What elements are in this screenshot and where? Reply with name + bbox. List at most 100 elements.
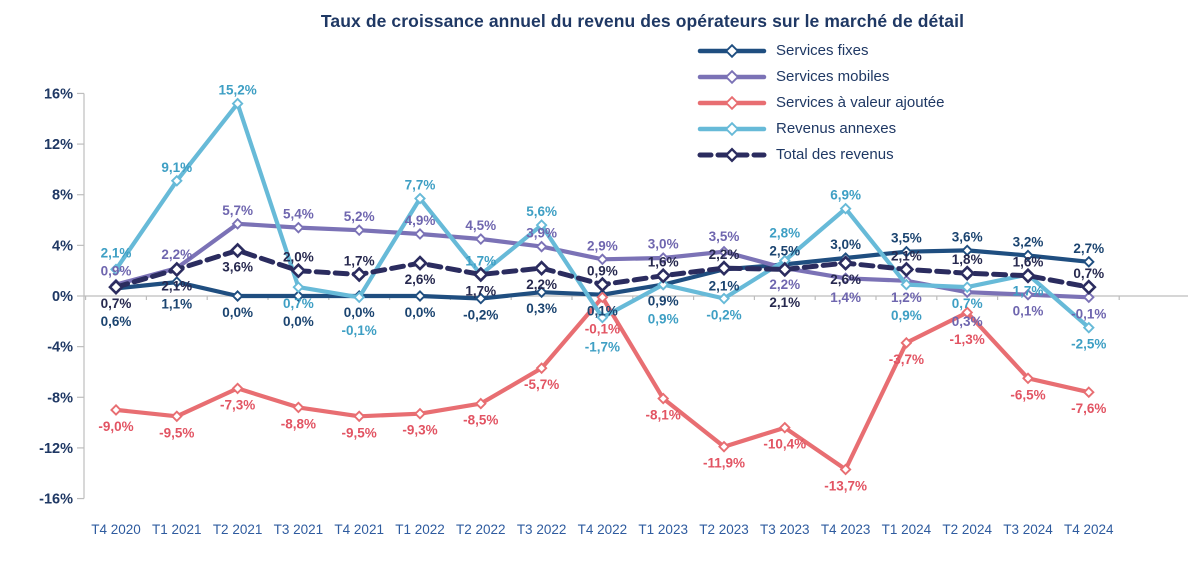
svg-text:2,1%: 2,1% (891, 248, 922, 263)
svg-text:-5,7%: -5,7% (524, 377, 559, 392)
svg-text:-8,1%: -8,1% (646, 408, 681, 423)
svg-text:2,2%: 2,2% (709, 247, 740, 262)
svg-text:15,2%: 15,2% (218, 83, 256, 98)
svg-text:1,6%: 1,6% (1013, 255, 1044, 270)
legend-line-icon (697, 121, 767, 136)
svg-text:1,4%: 1,4% (830, 290, 861, 305)
svg-text:-3,7%: -3,7% (889, 352, 924, 367)
svg-text:0,7%: 0,7% (101, 296, 132, 311)
legend-item-services-fixes: Services fixes (697, 39, 944, 62)
svg-text:12%: 12% (44, 137, 73, 153)
svg-text:2,1%: 2,1% (101, 246, 132, 261)
svg-text:2,1%: 2,1% (161, 278, 192, 293)
svg-text:T4 2020: T4 2020 (91, 522, 141, 537)
svg-text:1,7%: 1,7% (465, 254, 496, 269)
legend-line-icon (697, 43, 767, 58)
svg-text:-0,2%: -0,2% (706, 308, 741, 323)
svg-text:4%: 4% (52, 238, 73, 254)
svg-text:T1 2023: T1 2023 (638, 522, 688, 537)
svg-text:T4 2022: T4 2022 (578, 522, 628, 537)
svg-text:T3 2021: T3 2021 (274, 522, 324, 537)
svg-text:1,8%: 1,8% (952, 252, 983, 267)
data-labels: 0,9% 2,1% 0,7% 0,6% -9,0% 2,2% 9,1% 2,1% 1,1% -9,… (98, 83, 1106, 494)
svg-text:3,6%: 3,6% (952, 229, 983, 244)
svg-text:-0,1%: -0,1% (1071, 306, 1106, 321)
svg-text:0%: 0% (52, 289, 73, 305)
svg-text:T1 2022: T1 2022 (395, 522, 445, 537)
svg-text:T2 2021: T2 2021 (213, 522, 263, 537)
svg-text:2,7%: 2,7% (1073, 241, 1104, 256)
svg-text:-8,5%: -8,5% (463, 413, 498, 428)
svg-text:0,1%: 0,1% (587, 304, 618, 319)
series-total-des-revenus (108, 242, 1097, 295)
svg-text:0,7%: 0,7% (1073, 266, 1104, 281)
svg-text:0,0%: 0,0% (344, 305, 375, 320)
svg-text:3,2%: 3,2% (1013, 235, 1044, 250)
svg-text:0,9%: 0,9% (587, 264, 618, 279)
svg-text:-0,1%: -0,1% (342, 323, 377, 338)
svg-text:2,1%: 2,1% (709, 278, 740, 293)
svg-text:-9,0%: -9,0% (98, 419, 133, 434)
svg-text:-11,9%: -11,9% (703, 456, 745, 471)
svg-text:-9,5%: -9,5% (342, 425, 377, 440)
svg-text:T1 2024: T1 2024 (882, 522, 932, 537)
legend-item-services-mobiles: Services mobiles (697, 65, 944, 88)
y-axis: 16% 12% 8% 4% 0% -4% -8% -12% -16% (39, 86, 85, 508)
series-revenus-annexes (110, 97, 1095, 334)
svg-text:-12%: -12% (39, 441, 73, 457)
svg-text:-10,4%: -10,4% (763, 437, 806, 452)
svg-text:0,0%: 0,0% (222, 305, 253, 320)
svg-text:T2 2023: T2 2023 (699, 522, 749, 537)
svg-text:8%: 8% (52, 188, 73, 204)
svg-text:2,2%: 2,2% (769, 277, 800, 292)
svg-text:3,5%: 3,5% (891, 230, 922, 245)
svg-text:-7,6%: -7,6% (1071, 401, 1106, 416)
svg-text:3,0%: 3,0% (648, 237, 679, 252)
legend-item-services-a-valeur-ajoutee: Services à valeur ajoutée (697, 91, 944, 114)
chart-legend: Services fixes Services mobiles Services à… (697, 39, 944, 166)
svg-text:5,2%: 5,2% (344, 209, 375, 224)
svg-text:T4 2024: T4 2024 (1064, 522, 1114, 537)
svg-text:-16%: -16% (39, 492, 73, 508)
svg-text:3,6%: 3,6% (222, 259, 253, 274)
svg-text:2,0%: 2,0% (283, 250, 314, 265)
svg-text:0,3%: 0,3% (952, 314, 983, 329)
svg-text:0,6%: 0,6% (101, 314, 132, 329)
svg-text:9,1%: 9,1% (161, 160, 192, 175)
svg-text:5,4%: 5,4% (283, 207, 314, 222)
svg-text:T1 2021: T1 2021 (152, 522, 202, 537)
svg-text:-6,5%: -6,5% (1010, 387, 1045, 402)
svg-text:5,6%: 5,6% (526, 204, 557, 219)
svg-text:1,7%: 1,7% (344, 254, 375, 269)
svg-text:0,7%: 0,7% (283, 296, 314, 311)
legend-item-total-des-revenus: Total des revenus (697, 143, 944, 166)
svg-text:6,9%: 6,9% (830, 188, 861, 203)
svg-text:2,9%: 2,9% (587, 238, 618, 253)
svg-text:-0,2%: -0,2% (463, 308, 498, 323)
svg-text:2,1%: 2,1% (769, 295, 800, 310)
svg-text:-1,3%: -1,3% (950, 332, 985, 347)
svg-text:-13,7%: -13,7% (824, 478, 867, 493)
svg-text:1,2%: 1,2% (891, 290, 922, 305)
x-axis: T4 2020 T1 2021 T2 2021 T3 2021 T4 2021 T1 20… (84, 295, 1188, 537)
legend-line-icon (697, 95, 767, 110)
svg-text:-4%: -4% (47, 340, 73, 356)
legend-item-revenus-annexes: Revenus annexes (697, 117, 944, 140)
svg-text:1,1%: 1,1% (161, 296, 192, 311)
svg-text:-2,5%: -2,5% (1071, 337, 1106, 352)
svg-text:T4 2021: T4 2021 (334, 522, 384, 537)
svg-text:16%: 16% (44, 86, 73, 102)
legend-line-icon (697, 69, 767, 84)
svg-text:0,9%: 0,9% (648, 312, 679, 327)
svg-text:-8%: -8% (47, 390, 73, 406)
svg-text:4,5%: 4,5% (465, 218, 496, 233)
svg-text:3,5%: 3,5% (709, 229, 740, 244)
svg-text:5,7%: 5,7% (222, 203, 253, 218)
svg-text:4,9%: 4,9% (405, 213, 436, 228)
chart-title: Taux de croissance annuel du revenu des … (320, 11, 965, 31)
svg-text:1,7%: 1,7% (1013, 284, 1044, 299)
series-services-a-valeur-ajoutee (110, 291, 1095, 476)
svg-text:T2 2024: T2 2024 (942, 522, 992, 537)
legend-label: Services fixes (776, 42, 869, 59)
svg-text:2,2%: 2,2% (526, 277, 557, 292)
